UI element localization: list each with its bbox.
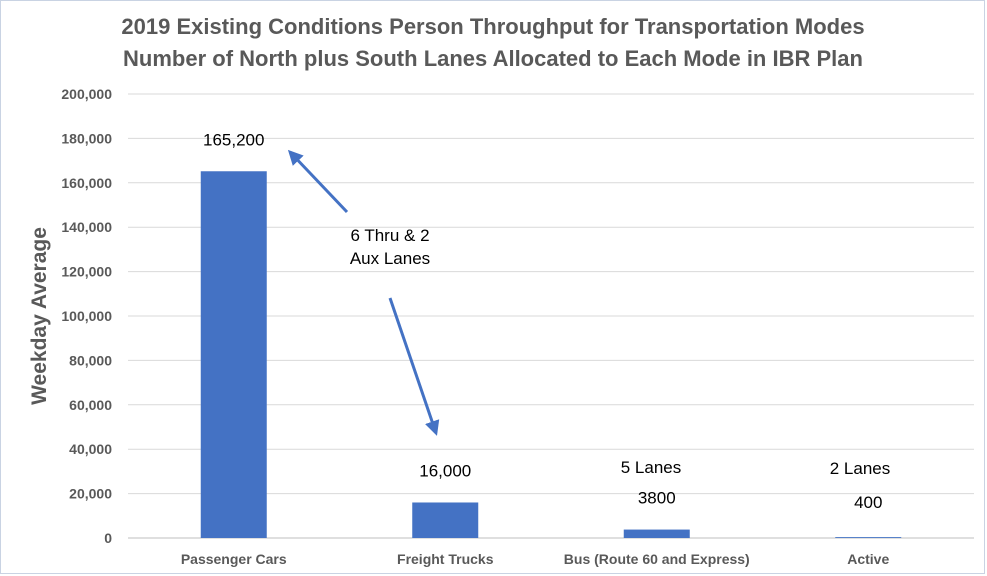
y-tick-label: 140,000 [61, 219, 112, 235]
y-tick-label: 180,000 [61, 130, 112, 146]
y-tick-label: 60,000 [69, 397, 112, 413]
data-label: 165,200 [203, 130, 264, 149]
gridlines [128, 93, 974, 539]
y-tick-label: 160,000 [61, 175, 112, 191]
annotation-thru-aux-line1: 6 Thru & 2 [350, 226, 429, 245]
chart-title: 2019 Existing Conditions Person Throughp… [121, 14, 864, 39]
annotation-thru-aux-line2: Aux Lanes [350, 249, 430, 268]
bar-freight-trucks [412, 502, 479, 538]
bar-bus-route-60-and-express [623, 529, 690, 538]
y-tick-label: 100,000 [61, 308, 112, 324]
annotation-bus-lanes: 5 Lanes [621, 458, 682, 477]
x-axis-categories: Passenger Cars Freight Trucks Bus (Route 6… [181, 551, 890, 567]
y-tick-label: 120,000 [61, 264, 112, 280]
x-category-label: Active [847, 551, 889, 567]
bar-passenger-cars [200, 171, 267, 539]
y-tick-label: 200,000 [61, 86, 112, 102]
data-label: 16,000 [419, 461, 471, 480]
chart-subtitle: Number of North plus South Lanes Allocat… [123, 46, 863, 71]
data-label: 400 [854, 493, 882, 512]
x-category-label: Passenger Cars [181, 551, 287, 567]
y-tick-label: 80,000 [69, 352, 112, 368]
arrow-to-passenger-cars [287, 149, 349, 214]
y-axis-label: Weekday Average [28, 227, 51, 405]
x-category-label: Freight Trucks [397, 551, 494, 567]
bars [200, 171, 902, 539]
bar-active [835, 537, 902, 538]
data-labels: 165,200 16,000 3800 400 [203, 130, 882, 512]
y-tick-label: 0 [104, 530, 112, 546]
annotation-active-lanes: 2 Lanes [830, 459, 891, 478]
arrow-to-freight-trucks [388, 297, 440, 436]
y-tick-label: 40,000 [69, 441, 112, 457]
y-tick-label: 20,000 [69, 486, 112, 502]
y-axis-ticks: 0 20,000 40,000 60,000 80,000 100,000 120,000 1… [61, 86, 112, 546]
x-category-label: Bus (Route 60 and Express) [564, 551, 750, 567]
data-label: 3800 [638, 489, 676, 508]
